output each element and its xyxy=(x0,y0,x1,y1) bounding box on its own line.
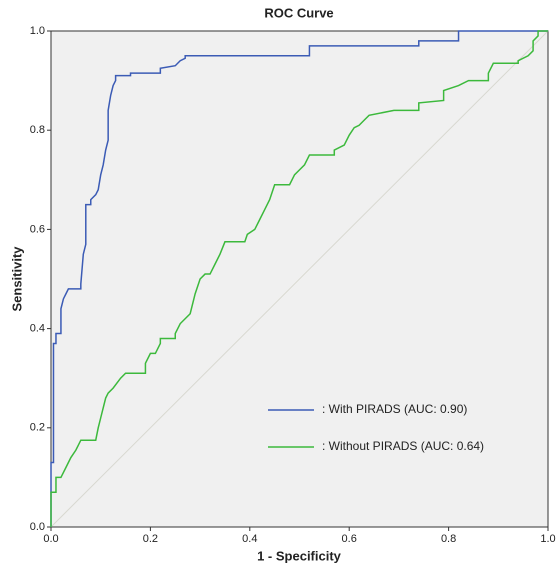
x-tick-label: 0.8 xyxy=(441,533,456,545)
roc-line xyxy=(50,30,548,527)
x-axis-label: 1 - Specificity xyxy=(257,548,342,563)
y-tick-label: 0.0 xyxy=(30,521,45,533)
reference-line xyxy=(50,30,549,528)
y-tick-label: 0.8 xyxy=(30,124,45,136)
y-axis-label: Sensitivity xyxy=(9,246,24,312)
roc-line xyxy=(50,30,548,527)
x-tick-label: 0.0 xyxy=(43,533,58,545)
x-tick-label: 0.2 xyxy=(143,533,158,545)
chart-title: ROC Curve xyxy=(264,5,333,20)
legend-label: : Without PIRADS (AUC: 0.64) xyxy=(322,439,484,453)
y-tick-label: 0.6 xyxy=(30,223,45,235)
y-tick-label: 0.4 xyxy=(30,323,45,335)
x-tick-label: 0.4 xyxy=(242,533,257,545)
y-tick-label: 0.2 xyxy=(30,422,45,434)
x-tick-label: 1.0 xyxy=(540,533,555,545)
x-tick-label: 0.6 xyxy=(342,533,357,545)
legend-label: : With PIRADS (AUC: 0.90) xyxy=(322,402,467,416)
y-tick-label: 1.0 xyxy=(30,25,45,37)
